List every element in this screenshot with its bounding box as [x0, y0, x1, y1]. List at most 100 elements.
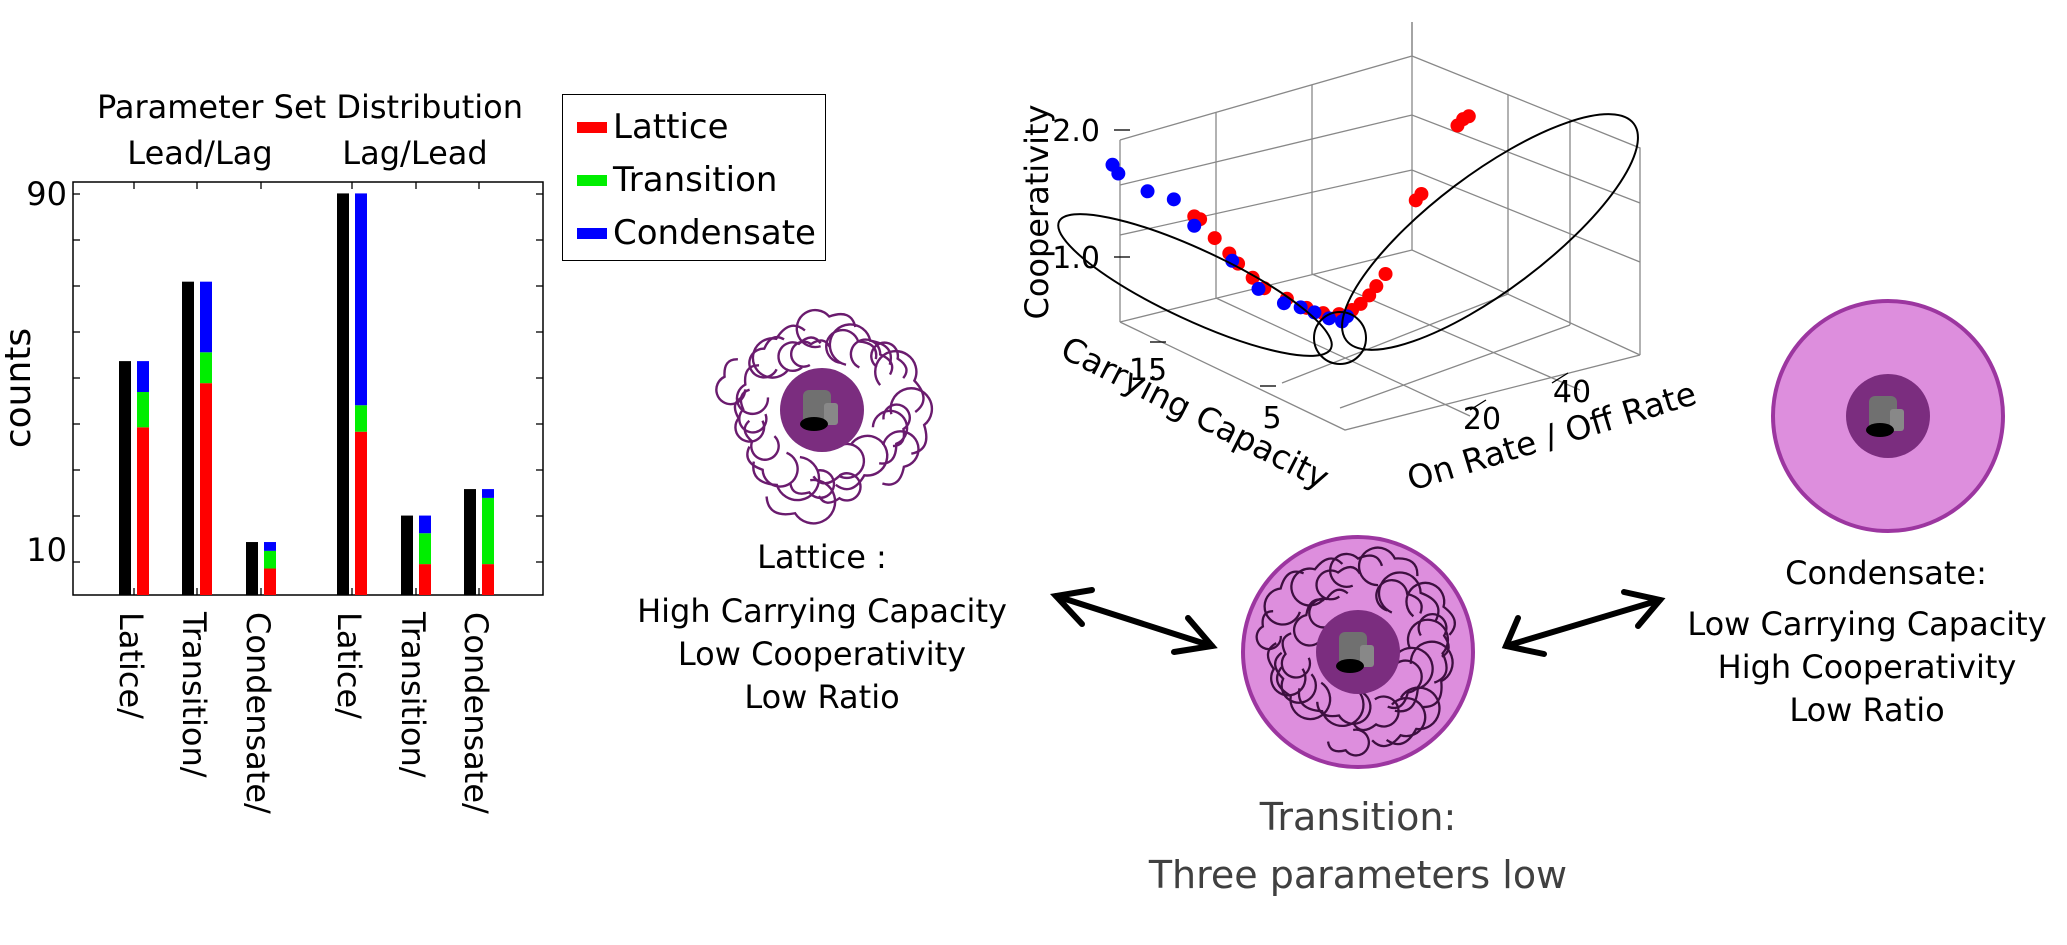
bar-condensate-3 [355, 193, 367, 406]
legend-item-lattice: Lattice [577, 107, 729, 147]
bar-xtick-label-4: Transition/ [394, 611, 432, 778]
coil-strand [1352, 695, 1400, 732]
bar-plot-frame [72, 181, 544, 596]
bar-lattice-2 [264, 568, 276, 595]
bar-total-3 [337, 193, 349, 596]
bar-transition-1 [200, 352, 212, 384]
bar-ylabel: counts [0, 328, 39, 448]
point-lattice-17 [1414, 186, 1429, 201]
ytick-label-10: 10 [26, 531, 67, 569]
group-label-lag-lead: Lag/Lead [342, 134, 488, 172]
point-lattice-20 [1461, 109, 1476, 124]
bar-xtick-label-1: Transition/ [175, 611, 213, 778]
scatter-ylabel: On Rate / Off Rate [1402, 373, 1700, 498]
bar-condensate-4 [419, 515, 431, 534]
coil-strand [870, 341, 908, 379]
coil-strand [1308, 588, 1349, 629]
lattice-description: High Carrying Capacity Low Cooperativity… [612, 590, 1032, 720]
legend-item-transition: Transition [577, 160, 777, 200]
point-lattice-12 [1353, 296, 1368, 311]
legend-swatch-condensate [577, 227, 607, 239]
coil-strand [1326, 728, 1371, 757]
coil-strand [789, 339, 831, 368]
bar-chart: 90 10 counts Latice/Transition/Condensat… [0, 175, 544, 814]
coil-strand [1375, 579, 1423, 614]
bar-axes [72, 181, 544, 596]
coil-strand [828, 323, 892, 366]
ytick-label-40: 40 [1553, 375, 1591, 410]
point-lattice-14 [1369, 279, 1384, 294]
coil-strand [1273, 651, 1317, 704]
point-condensate-4 [1187, 218, 1202, 233]
lattice-title: Lattice : [757, 538, 887, 576]
ytick-label-20: 20 [1463, 402, 1501, 437]
coil-strand [1315, 565, 1361, 601]
bar-transition-2 [264, 550, 276, 569]
bar-condensate-1 [200, 281, 212, 353]
coil-strand [889, 387, 934, 455]
coil-strand [715, 358, 747, 406]
bar-condensate-5 [482, 489, 494, 498]
coil-strand [1263, 570, 1305, 626]
coil-strand [1329, 552, 1384, 588]
condensate-illustration [1771, 299, 2005, 533]
bar-xtick-label-5: Condensate/ [457, 612, 495, 814]
bar-condensate-2 [264, 542, 276, 551]
bar-total-4 [401, 515, 413, 595]
coil-strand [752, 455, 821, 502]
coil-strand [1405, 581, 1456, 636]
bar-lattice-5 [482, 564, 494, 595]
bar-lattice-1 [200, 383, 212, 595]
transition-cluster-circle [1313, 311, 1367, 365]
lattice-cluster-ellipse [1057, 213, 1333, 357]
left-double-arrow [1053, 593, 1215, 649]
bar-lattice-4 [419, 564, 431, 595]
right-double-arrow [1503, 597, 1663, 649]
coil-strand [1266, 642, 1307, 697]
point-condensate-3 [1166, 192, 1181, 207]
bar-xtick-label-3: Latice/ [330, 612, 368, 719]
core-dot [1866, 423, 1894, 437]
condensate-cluster-ellipse [1341, 113, 1639, 351]
coil-strand [733, 395, 766, 443]
cluster-outlines [1057, 113, 1639, 365]
transition-subtitle: Three parameters low [1148, 853, 1568, 897]
legend-label-lattice: Lattice [613, 107, 729, 147]
coil-strand [1357, 546, 1419, 587]
bar-transition-0 [137, 392, 149, 428]
core-block [824, 403, 838, 425]
lattice-line-1: High Carrying Capacity [637, 592, 1007, 630]
coil-strand [849, 338, 894, 376]
state-arrows [1050, 587, 1666, 657]
coil-strand [765, 478, 837, 525]
coil-strand [1316, 688, 1372, 725]
coil-strand [825, 328, 878, 364]
bar-total-5 [464, 489, 476, 595]
core-dot [800, 417, 828, 431]
group-label-lead-lag: Lead/Lag [127, 134, 273, 172]
point-condensate-5 [1225, 253, 1240, 268]
point-condensate-1 [1111, 166, 1126, 181]
ytick-label-90: 90 [26, 175, 67, 213]
bar-total-2 [246, 542, 258, 595]
point-condensate-7 [1276, 296, 1291, 311]
scatter-panes [1119, 22, 1641, 431]
bar-xtick-label-0: Latice/ [112, 612, 150, 719]
coil-strand [871, 409, 909, 465]
ztick-label-2: 2.0 [1052, 114, 1100, 149]
scatter-zlabel: Cooperativity [1018, 104, 1056, 319]
coil-strand [817, 472, 862, 504]
coil-strand [738, 388, 768, 434]
point-condensate-6 [1251, 281, 1266, 296]
lattice-line-3: Low Ratio [744, 678, 900, 717]
point-condensate-10 [1322, 311, 1337, 326]
coil-strand [789, 469, 836, 499]
coil-strand [1387, 659, 1423, 710]
lattice-line-2: Low Cooperativity [677, 635, 967, 674]
condensate-title: Condensate: [1785, 554, 1987, 592]
bar-total-1 [182, 281, 194, 595]
coil-strand [835, 434, 889, 491]
bar-lattice-0 [137, 427, 149, 595]
coil-strand [1371, 697, 1427, 748]
coil-strand [1385, 686, 1441, 746]
